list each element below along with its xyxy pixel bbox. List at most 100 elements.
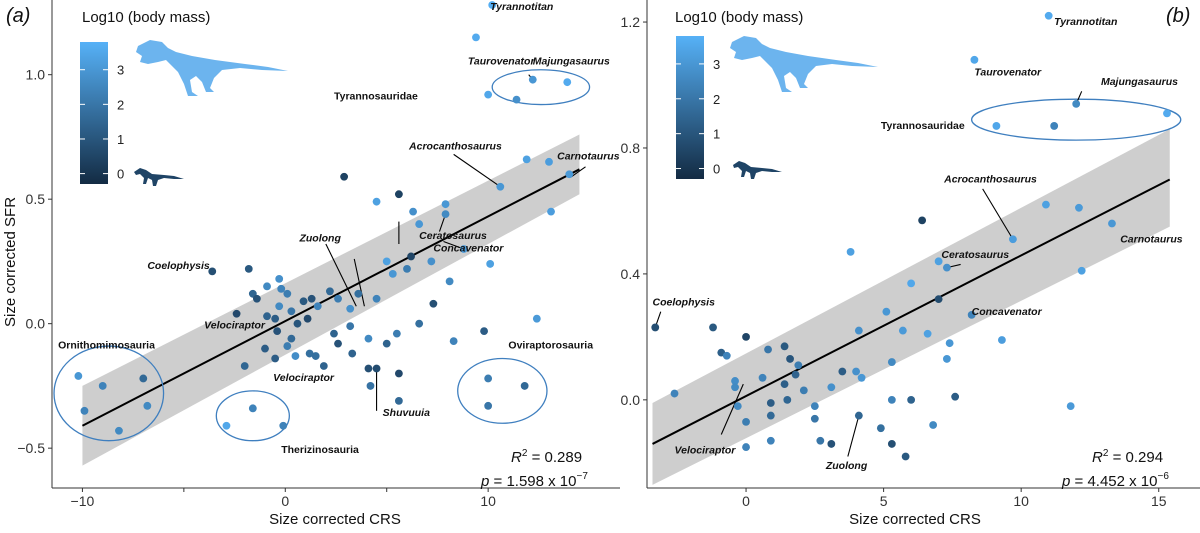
data-point <box>876 424 885 433</box>
data-point <box>98 382 107 390</box>
data-point <box>1066 402 1075 411</box>
panel-a-legend-title: Log10 (body mass) <box>82 9 210 26</box>
data-point <box>305 349 314 358</box>
data-point <box>303 314 312 323</box>
data-point <box>244 264 253 273</box>
y-tick-label: −0.5 <box>17 440 45 456</box>
data-point <box>846 247 855 256</box>
panel-b-annotations: Tyrannosauridae Tyrannotitan Taurovenator M… <box>653 16 1183 472</box>
taxon-label: Majungasaurus <box>1101 76 1178 88</box>
data-point <box>74 372 83 380</box>
data-point <box>780 342 789 351</box>
taxon-label: Concavenator <box>972 306 1043 318</box>
panel-b-r-squared: R2 = 0.294 <box>1092 448 1163 466</box>
panel-a-p-value: p = 1.598 x 10−7 <box>480 471 588 490</box>
data-point <box>918 216 927 225</box>
data-point <box>334 339 342 348</box>
leader-line <box>847 415 860 457</box>
data-point <box>248 404 257 413</box>
taxon-label: Taurovenator <box>974 67 1042 79</box>
data-point <box>382 339 391 348</box>
panel-a-points <box>74 1 574 435</box>
y-tick-label: 1.0 <box>26 67 46 83</box>
data-point <box>394 190 403 199</box>
data-point <box>293 319 302 328</box>
panel-a-x-axis-label: Size corrected CRS <box>269 511 401 528</box>
data-point <box>261 344 269 353</box>
panel-a-r-squared: R2 = 0.289 <box>511 448 582 466</box>
data-point <box>1072 99 1081 108</box>
data-point <box>364 364 373 373</box>
data-point <box>340 172 349 181</box>
data-point <box>484 374 493 383</box>
data-point <box>742 417 750 426</box>
data-point <box>758 373 767 382</box>
data-point <box>392 329 401 338</box>
panel-a-label: (a) <box>6 5 30 27</box>
y-tick-label: 0.0 <box>26 316 46 332</box>
taxon-label: Velociraptor <box>675 444 737 456</box>
data-point <box>670 389 679 398</box>
data-point <box>766 411 775 420</box>
panel-a-axes: −10 0 10−0.50.00.51.0 <box>17 0 620 509</box>
data-point <box>545 157 553 166</box>
y-tick-label: 0.8 <box>621 140 641 156</box>
leader-line <box>353 258 365 307</box>
group-label: Tyrannosauridae <box>881 120 965 132</box>
y-tick-label: 0.4 <box>621 266 641 282</box>
data-point <box>827 440 836 448</box>
panel-a-colorbar-ticks: 0 1 2 3 <box>80 63 124 182</box>
data-point <box>484 90 493 99</box>
taxon-label: Zuolong <box>298 233 341 245</box>
data-point <box>942 355 951 363</box>
data-point <box>1077 266 1086 275</box>
data-point <box>80 406 89 415</box>
data-point <box>429 299 438 308</box>
group-ellipse <box>970 98 1182 141</box>
group-label: Therizinosauria <box>281 444 359 456</box>
colorbar-tick-label: 1 <box>117 132 124 147</box>
data-point <box>372 364 381 373</box>
taxon-label: Tyrannotitan <box>1054 16 1117 28</box>
taxon-label: Velociraptor <box>204 320 266 332</box>
data-point <box>287 307 296 316</box>
data-point <box>810 402 819 411</box>
data-point <box>496 182 505 191</box>
data-point <box>783 395 792 404</box>
leader-line <box>325 243 357 307</box>
x-tick-label: 10 <box>480 493 496 509</box>
data-point <box>722 351 731 360</box>
data-point <box>1075 203 1083 212</box>
colorbar-tick-label: 3 <box>713 57 720 72</box>
data-point <box>366 382 375 390</box>
taxon-label: Carnotaurus <box>1120 233 1183 245</box>
leader-line <box>570 166 586 178</box>
taxon-label: Coelophysis <box>653 296 716 308</box>
panel-b-legend: Log10 (body mass) 0 1 2 3 <box>675 9 878 179</box>
data-point <box>827 383 836 392</box>
y-tick-label: 0.0 <box>621 392 641 408</box>
x-tick-label: −10 <box>71 493 95 509</box>
taxon-label: Acrocanthosaurus <box>408 140 502 152</box>
data-point <box>522 155 531 164</box>
data-point <box>415 220 424 228</box>
group-ellipse <box>53 345 165 442</box>
taxon-label: Majungasaurus <box>533 56 610 68</box>
data-point <box>929 421 938 429</box>
data-point <box>388 269 397 278</box>
data-point <box>232 309 241 318</box>
data-point <box>731 383 739 392</box>
data-point <box>528 75 537 84</box>
data-point <box>271 354 280 363</box>
leader-line <box>453 153 501 188</box>
data-point <box>857 373 866 382</box>
panel-a: (a) Size corrected SFR Size corrected CR… <box>2 0 620 528</box>
data-point <box>1108 219 1116 228</box>
data-point <box>484 401 493 410</box>
panel-b-legend-title: Log10 (body mass) <box>675 9 803 26</box>
data-point <box>372 294 381 303</box>
data-point <box>441 210 450 219</box>
taxon-label: Tyrannotitan <box>490 1 553 13</box>
data-point <box>283 342 292 350</box>
